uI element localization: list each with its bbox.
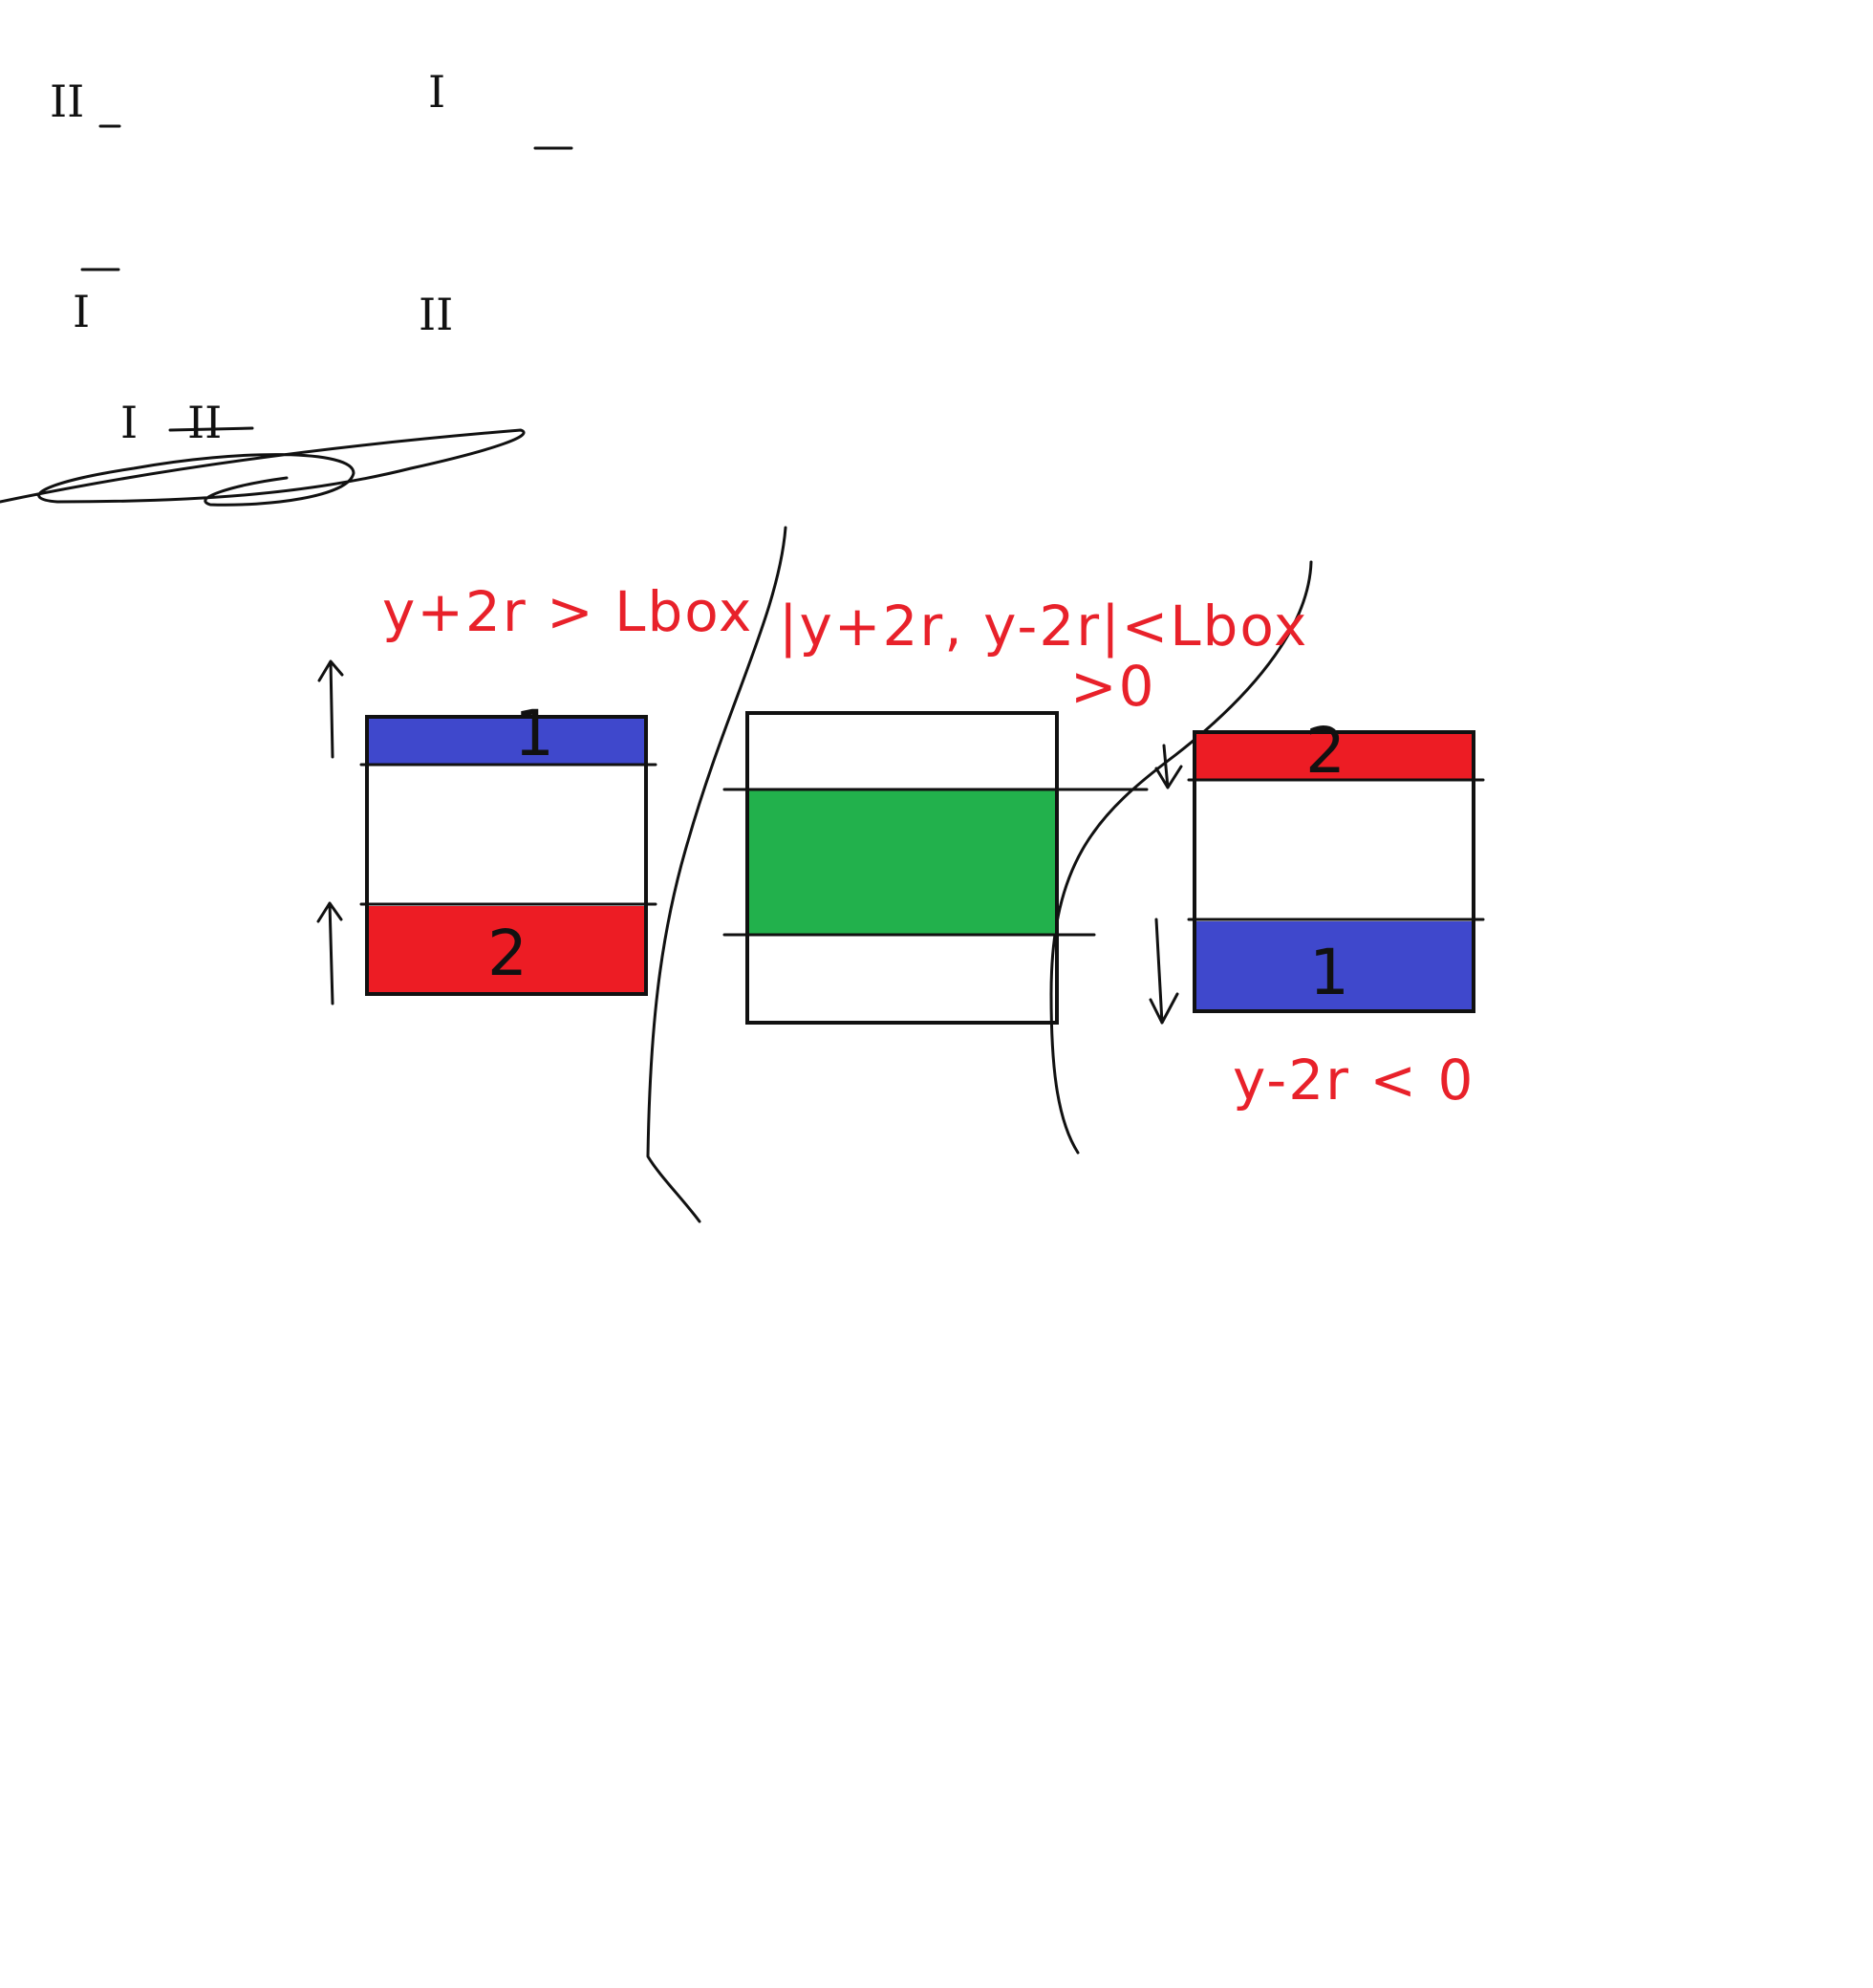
middle-box-band [747, 789, 1057, 935]
underline-mark [168, 426, 254, 432]
left-condition-text: y+2r > Lbox [382, 579, 753, 644]
roman-label-mid-right: II [419, 289, 453, 340]
right-box-band-1 [1195, 921, 1474, 1011]
middle-box [722, 711, 1149, 1025]
middle-box-frame [745, 711, 1059, 1025]
right-condition-text: y-2r < 0 [1233, 1048, 1475, 1113]
right-box-label-2: 2 [1305, 714, 1346, 788]
roman-label-bottom-b: II [187, 397, 222, 448]
left-box-label-2: 2 [487, 917, 527, 990]
separator-curve-left [646, 526, 787, 1223]
roman-label-top-right: I [428, 66, 445, 118]
separator-curve-right [1049, 560, 1313, 1155]
down-arrow-icon [1154, 744, 1183, 789]
middle-condition-subtext: >0 [1070, 654, 1156, 719]
right-box-band-2 [1195, 732, 1474, 780]
roman-label-bottom-a: I [120, 397, 138, 448]
left-box-band-1 [367, 717, 646, 765]
right-box-label-1: 1 [1309, 936, 1349, 1009]
down-arrow-icon [1149, 918, 1179, 1025]
middle-condition-text: |y+2r, y-2r|<Lbox [779, 594, 1308, 659]
up-arrow-icon [317, 659, 344, 759]
roman-label-mid-left: I [73, 286, 90, 337]
left-box-band-2 [367, 906, 646, 994]
left-box: 1 2 [316, 659, 657, 1005]
right-box-frame [1193, 730, 1475, 1013]
up-arrow-icon [316, 901, 343, 1005]
roman-label-top-left: II [50, 76, 84, 127]
left-box-frame [365, 715, 648, 996]
left-box-label-1: 1 [514, 697, 554, 770]
scribble-loop [0, 428, 526, 507]
roman-numeral-sketch: II I I II I II [0, 66, 573, 507]
right-box: 2 1 [1149, 714, 1485, 1025]
